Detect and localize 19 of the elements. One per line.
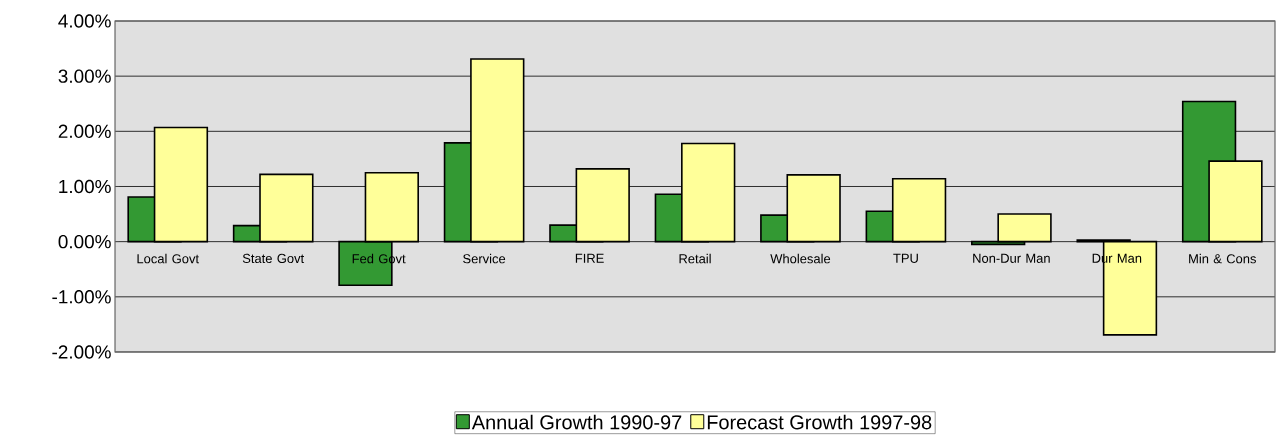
x-tick-label: Min & Cons: [1189, 253, 1256, 264]
y-tick-label: -1.00%: [52, 290, 111, 304]
y-tick-label: 4.00%: [58, 14, 111, 28]
x-tick-label: Non-Dur Man: [973, 253, 1050, 263]
y-tick-label: 0.00%: [58, 234, 111, 249]
x-tick-label: State Govt: [242, 253, 305, 264]
x-tick-label: TPU: [893, 253, 918, 263]
x-tick-label: FIRE: [575, 253, 604, 263]
y-tick-label: 2.00%: [58, 124, 111, 139]
y-tick-label: -2.00%: [52, 345, 111, 359]
y-tick-label: 3.00%: [58, 69, 111, 83]
legend-label: Forecast Growth 1997-98: [707, 414, 932, 430]
x-tick-label: Service: [463, 253, 506, 264]
legend-label: Annual Growth 1990-97: [471, 414, 682, 430]
x-tick-label: Retail: [679, 253, 711, 264]
x-tick-label: Local Govt: [137, 253, 199, 264]
x-tick-label: Wholesale: [770, 253, 831, 264]
x-tick-label: Fed Govt: [352, 253, 406, 264]
y-tick-label: 1.00%: [59, 179, 111, 194]
